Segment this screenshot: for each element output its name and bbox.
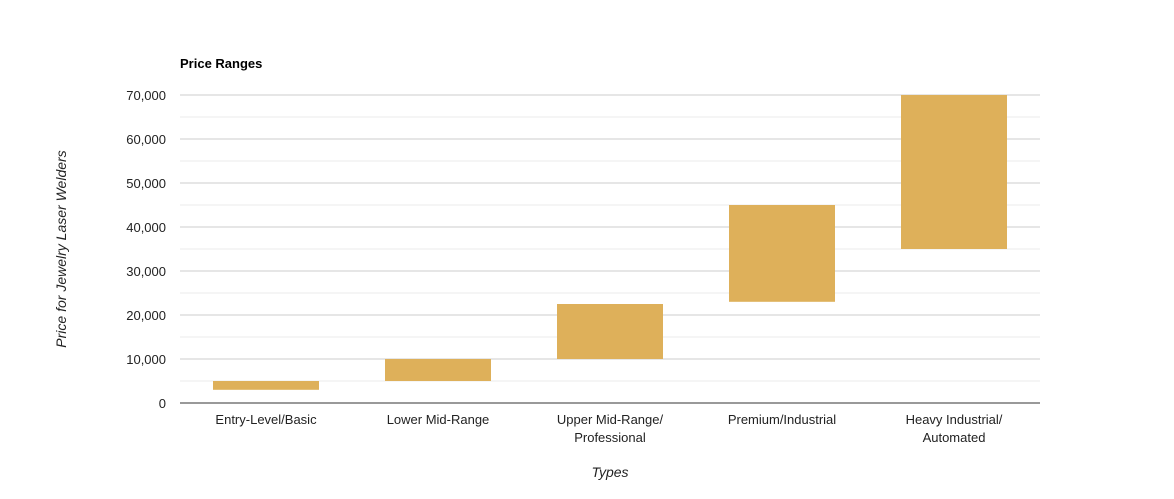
gridlines xyxy=(180,94,1040,382)
bars xyxy=(213,95,1007,390)
y-tick-label: 0 xyxy=(159,396,166,411)
x-axis-ticks: Entry-Level/Basic Lower Mid-Range Upper Mi… xyxy=(215,412,1002,445)
x-tick-label: Upper Mid-Range/Professional xyxy=(557,412,664,445)
chart-title: Price Ranges xyxy=(180,56,262,71)
y-tick-label: 30,000 xyxy=(126,264,166,279)
y-axis-label: Price for Jewelry Laser Welders xyxy=(53,150,69,347)
y-axis-ticks: 0 10,000 20,000 30,000 40,000 50,000 60,000 70,… xyxy=(126,88,166,411)
range-bar xyxy=(213,381,319,390)
range-bar xyxy=(557,304,663,359)
x-tick-label: Heavy Industrial/Automated xyxy=(906,412,1003,445)
range-bar xyxy=(901,95,1007,249)
x-tick-label: Premium/Industrial xyxy=(728,412,836,427)
x-tick-label: Lower Mid-Range xyxy=(387,412,490,427)
y-tick-label: 10,000 xyxy=(126,352,166,367)
y-tick-label: 40,000 xyxy=(126,220,166,235)
range-bar xyxy=(385,359,491,381)
y-tick-label: 70,000 xyxy=(126,88,166,103)
range-bar xyxy=(729,205,835,302)
y-tick-label: 20,000 xyxy=(126,308,166,323)
x-axis-label: Types xyxy=(591,464,628,480)
y-tick-label: 60,000 xyxy=(126,132,166,147)
y-tick-label: 50,000 xyxy=(126,176,166,191)
x-tick-label: Entry-Level/Basic xyxy=(215,412,317,427)
